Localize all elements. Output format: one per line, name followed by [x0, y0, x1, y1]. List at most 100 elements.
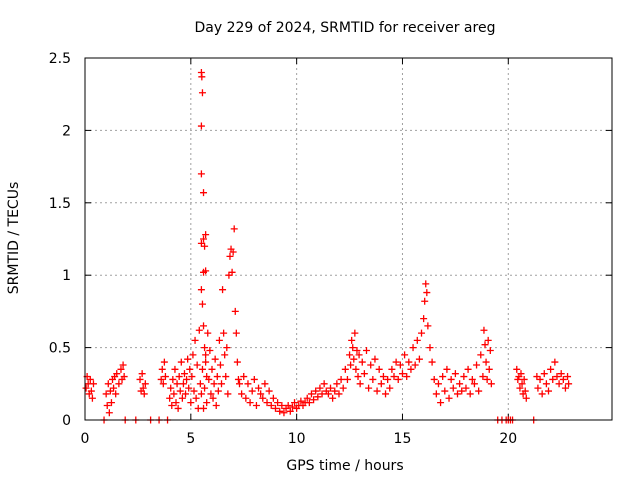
data-point	[379, 373, 387, 381]
data-point	[337, 375, 345, 383]
data-point	[82, 384, 90, 392]
data-point	[486, 346, 494, 354]
data-point	[175, 373, 183, 381]
data-point	[102, 390, 110, 398]
data-point	[205, 375, 213, 383]
data-point	[171, 365, 179, 373]
data-point	[358, 358, 366, 366]
data-point	[189, 351, 197, 359]
data-point	[197, 170, 205, 178]
data-point	[475, 387, 483, 395]
data-point	[174, 404, 182, 412]
data-points	[82, 68, 573, 424]
data-point	[540, 370, 548, 378]
data-point	[284, 402, 292, 410]
data-point	[112, 390, 120, 398]
data-point	[197, 390, 205, 398]
data-point	[329, 394, 337, 402]
chart-title: Day 229 of 2024, SRMTID for receiver are…	[195, 20, 496, 36]
data-point	[559, 375, 567, 383]
data-point	[210, 380, 218, 388]
data-point	[212, 402, 220, 410]
data-point	[423, 289, 431, 297]
data-point	[437, 399, 445, 407]
data-point	[350, 355, 358, 363]
data-point	[107, 399, 115, 407]
data-point	[244, 380, 252, 388]
data-point	[312, 387, 320, 395]
data-point	[305, 399, 313, 407]
data-point	[203, 399, 211, 407]
data-point	[517, 370, 525, 378]
data-point	[190, 387, 198, 395]
data-point	[117, 365, 125, 373]
data-point	[230, 225, 238, 233]
data-point	[401, 351, 409, 359]
data-point	[202, 351, 210, 359]
data-point	[333, 380, 341, 388]
data-point	[551, 358, 559, 366]
y-tick-label: 2	[62, 123, 71, 139]
data-point	[339, 384, 347, 392]
data-point	[413, 336, 421, 344]
data-point	[375, 365, 383, 373]
data-point	[286, 407, 294, 415]
data-point	[411, 361, 419, 369]
data-point	[157, 375, 165, 383]
data-point	[208, 365, 216, 373]
data-point	[522, 394, 530, 402]
data-point	[415, 355, 423, 363]
data-point	[104, 380, 112, 388]
data-point	[439, 373, 447, 381]
y-tick-label: 0.5	[49, 341, 71, 357]
data-point	[534, 384, 542, 392]
y-tick-label: 0	[62, 413, 71, 429]
data-point	[421, 297, 429, 305]
data-point	[167, 384, 175, 392]
data-point	[369, 375, 377, 383]
data-point	[200, 268, 208, 276]
data-point	[229, 248, 237, 256]
data-point	[201, 242, 209, 250]
data-point	[367, 361, 375, 369]
data-point	[547, 365, 555, 373]
data-point	[348, 336, 356, 344]
data-point	[424, 322, 432, 330]
data-point	[549, 375, 557, 383]
data-point	[166, 394, 174, 402]
data-point	[231, 307, 239, 315]
data-point	[365, 384, 373, 392]
plot-frame	[84, 57, 613, 421]
data-point	[198, 73, 206, 81]
data-point	[228, 268, 236, 276]
data-point	[250, 375, 258, 383]
data-point	[182, 390, 190, 398]
data-point	[219, 286, 227, 294]
data-point	[233, 358, 241, 366]
data-point	[318, 390, 326, 398]
data-point	[259, 394, 267, 402]
data-point	[138, 370, 146, 378]
data-point	[396, 361, 404, 369]
data-point	[557, 370, 565, 378]
data-point	[394, 375, 402, 383]
data-point	[200, 235, 208, 243]
data-point	[418, 329, 426, 337]
data-point	[565, 380, 573, 388]
data-point	[422, 280, 430, 288]
data-point	[120, 373, 128, 381]
data-point	[297, 397, 305, 405]
x-tick-labels: 0 5 10 15 20	[81, 431, 518, 447]
data-point	[347, 361, 355, 369]
data-point	[158, 365, 166, 373]
data-point	[432, 390, 440, 398]
data-point	[223, 344, 231, 352]
data-point	[213, 373, 221, 381]
data-point	[420, 315, 428, 323]
data-point	[561, 384, 569, 392]
data-point	[209, 394, 217, 402]
data-point	[462, 384, 470, 392]
data-point	[447, 375, 455, 383]
data-point	[407, 365, 415, 373]
